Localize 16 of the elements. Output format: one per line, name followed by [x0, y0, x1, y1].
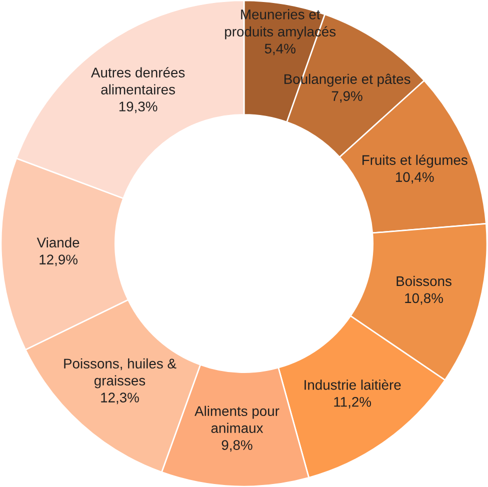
slice-label: Aliments pour animaux [194, 406, 280, 433]
data-label: 7,9% [332, 91, 362, 103]
slice-label: Industrie laitière [304, 379, 401, 390]
data-label: 12,9% [40, 254, 78, 266]
data-label: 19,3% [119, 102, 158, 114]
data-label: 10,8% [405, 293, 443, 305]
slice-label: Boissons [396, 276, 452, 286]
slice-label: Poissons, huiles & graisses [64, 358, 176, 388]
data-label: 12,3% [101, 392, 139, 404]
slice-label: Fruits et légumes [362, 154, 468, 168]
data-label: 10,4% [396, 172, 434, 184]
slice-label: Viande [36, 237, 80, 248]
data-label: 5,4% [264, 44, 296, 56]
slice-label: Autres denrées alimentaires [90, 67, 185, 94]
data-label: 9,8% [222, 440, 252, 452]
data-label: 11,2% [334, 396, 372, 408]
